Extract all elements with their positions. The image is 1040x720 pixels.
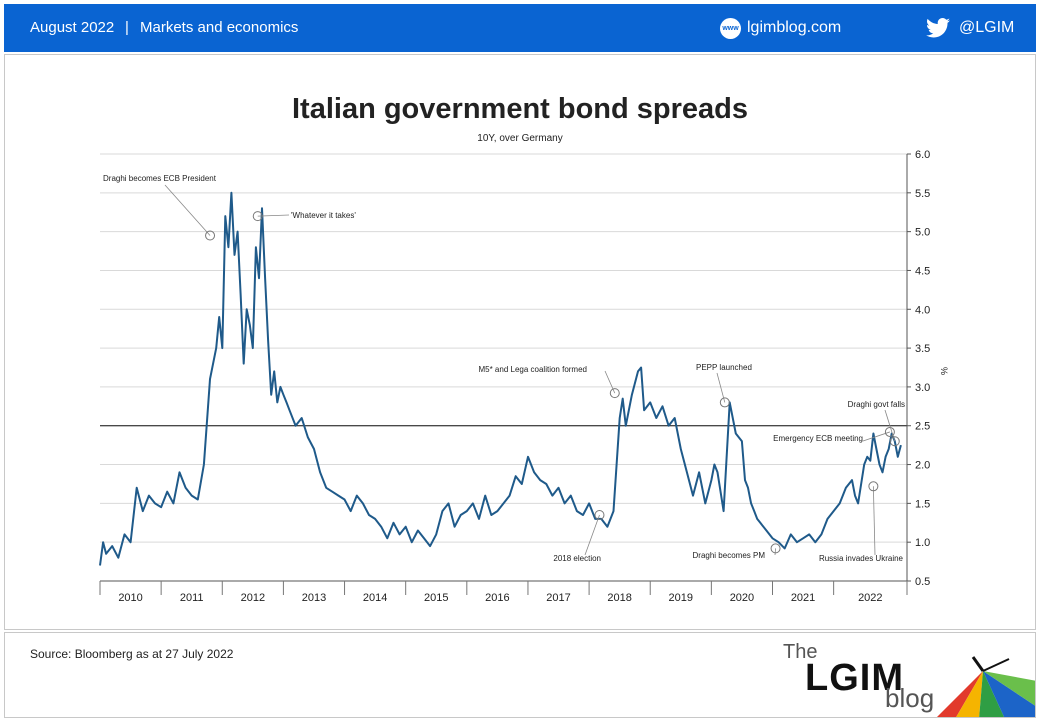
x-tick-label: 2012: [241, 592, 265, 604]
bond-spread-chart: Italian government bond spreads 10Y, ove…: [99, 93, 949, 604]
annotation-leader: [872, 486, 876, 556]
header-date: August 2022: [30, 19, 115, 36]
annotation-marker: [252, 211, 263, 222]
x-tick-label: 2010: [118, 592, 142, 604]
globe-icon: www: [720, 18, 741, 39]
y-tick-label: 3.5: [915, 343, 930, 355]
umbrella-logo-icon: [937, 656, 1035, 717]
x-tick-label: 2014: [363, 592, 387, 604]
logo-blog-text: blog: [885, 683, 935, 713]
annotation-marker: [594, 510, 605, 521]
header-twitter-handle-link[interactable]: @LGIM: [959, 19, 1015, 36]
y-tick-label: 1.0: [915, 537, 930, 549]
logo-the-text: The: [783, 641, 818, 663]
annotation-leader: [716, 372, 726, 403]
y-tick-label: 3.0: [915, 382, 930, 394]
annotation-label: Russia invades Ukraine: [819, 554, 904, 563]
chart-panel: Italian government bond spreads 10Y, ove…: [4, 54, 1036, 630]
annotation-label: Emergency ECB meeting: [773, 434, 863, 443]
source-note: Source: Bloomberg as at 27 July 2022: [30, 647, 234, 661]
y-axis-label: %: [939, 367, 949, 375]
x-tick-label: 2016: [485, 592, 509, 604]
header-site-link[interactable]: lgimblog.com: [747, 19, 842, 36]
annotation-marker: [868, 481, 879, 492]
annotation-label: M5* and Lega coalition formed: [478, 365, 587, 374]
annotation-marker: [889, 436, 900, 447]
annotation-label: Draghi govt falls: [848, 400, 905, 409]
y-tick-label: 1.5: [915, 498, 930, 510]
twitter-icon: [926, 18, 950, 38]
header-separator: |: [125, 19, 129, 36]
axes: 6.0 5.5 5.0 4.5 4.0 3.5 3.0 2.5 2.0 1.5 1.0 0.5 2010…: [99, 149, 930, 604]
y-tick-label: 0.5: [915, 576, 930, 588]
annotation-leader: [257, 214, 290, 217]
annotations: Draghi becomes ECB President 'Whatever it…: [103, 174, 905, 563]
y-tick-label: 6.0: [915, 149, 930, 161]
x-tick-label: 2017: [546, 592, 570, 604]
spread-series-line: [99, 191, 902, 566]
header-bar: August 2022 | Markets and economics www …: [4, 4, 1036, 52]
series-line-group: [99, 191, 902, 566]
annotation-marker: [205, 230, 216, 241]
annotation-marker: [884, 426, 895, 437]
footer: Source: Bloomberg as at 27 July 2022 The…: [4, 632, 1036, 718]
annotation-label: PEPP launched: [696, 363, 752, 372]
y-tick-label: 4.5: [915, 265, 930, 277]
y-tick-label: 5.5: [915, 188, 930, 200]
x-tick-label: 2011: [180, 592, 204, 604]
y-tick-label: 4.0: [915, 304, 930, 316]
y-tick-label: 2.5: [915, 421, 930, 433]
y-tick-label: 5.0: [915, 227, 930, 239]
annotation-leader: [884, 409, 896, 442]
annotation-leader: [774, 548, 776, 556]
x-tick-label: 2015: [424, 592, 448, 604]
annotation-label: 2018 election: [553, 554, 601, 563]
annotation-label: Draghi becomes PM: [693, 551, 766, 560]
x-tick-label: 2013: [302, 592, 326, 604]
annotation-marker: [770, 543, 781, 554]
annotation-marker: [719, 397, 730, 408]
annotation-leader: [604, 370, 616, 394]
x-tick-label: 2021: [791, 592, 815, 604]
annotation-label: 'Whatever it takes': [291, 211, 356, 220]
annotation-leader: [164, 184, 211, 236]
y-tick-label: 2.0: [915, 460, 930, 472]
chart-title: Italian government bond spreads: [292, 93, 748, 125]
x-tick-label: 2018: [607, 592, 631, 604]
logo-lgim-text: LGIM: [805, 657, 904, 699]
chart-subtitle: 10Y, over Germany: [477, 133, 562, 144]
annotation-leader: [584, 514, 600, 556]
x-tick-label: 2019: [669, 592, 693, 604]
annotation-label: Draghi becomes ECB President: [103, 174, 217, 183]
annotation-marker: [609, 388, 620, 399]
x-tick-label: 2022: [858, 592, 882, 604]
header-category-link[interactable]: Markets and economics: [140, 19, 299, 36]
x-tick-label: 2020: [730, 592, 754, 604]
